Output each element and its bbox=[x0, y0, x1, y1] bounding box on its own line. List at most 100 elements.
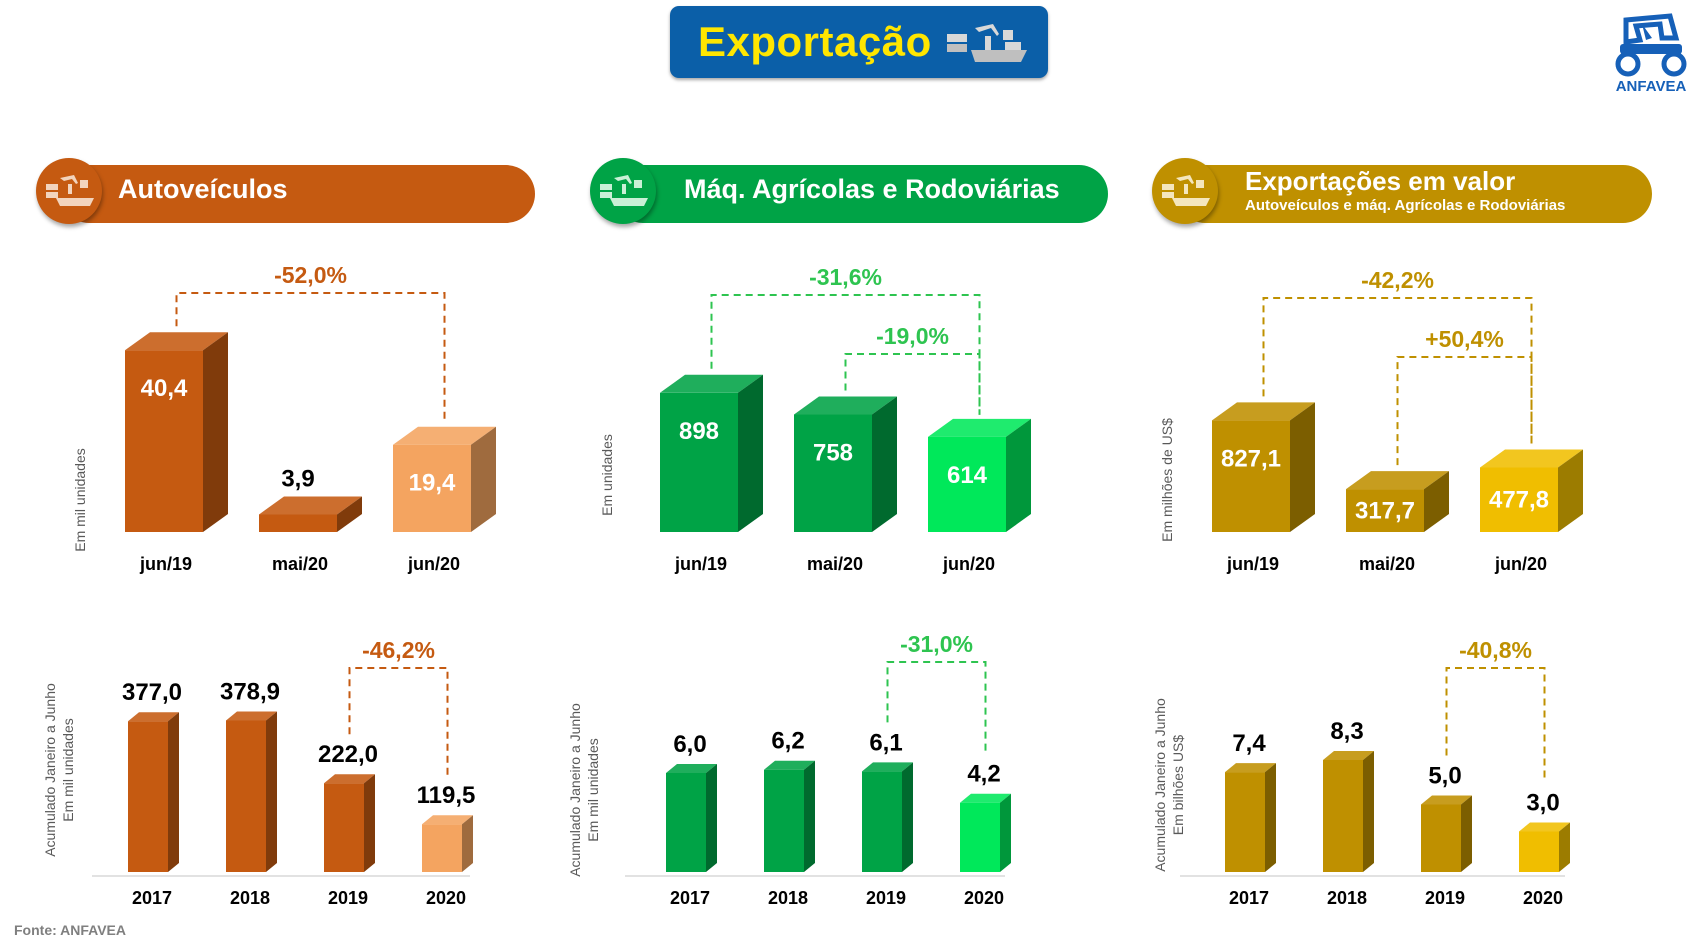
bar-side-face bbox=[1559, 822, 1570, 872]
x-tick-label: 2020 bbox=[964, 888, 1004, 908]
bar bbox=[1421, 804, 1461, 872]
bar bbox=[422, 824, 462, 872]
bar-top-face bbox=[1225, 763, 1276, 773]
banner-subtitle-exportacoes-valor: Autoveículos e máq. Agrícolas e Rodoviár… bbox=[1245, 197, 1566, 214]
banner-circle-maq-agricolas bbox=[590, 158, 656, 224]
data-label: 119,5 bbox=[417, 782, 476, 809]
bar-side-face bbox=[1265, 763, 1276, 872]
bar bbox=[794, 414, 872, 532]
change-label: -46,2% bbox=[362, 637, 435, 663]
bar-top-face bbox=[226, 711, 277, 721]
data-label: 377,0 bbox=[122, 679, 182, 706]
change-bracket bbox=[175, 292, 446, 421]
change-label: -40,8% bbox=[1459, 637, 1532, 663]
data-label: 7,4 bbox=[1232, 730, 1266, 757]
bar-side-face bbox=[168, 712, 179, 872]
bar bbox=[1480, 467, 1558, 532]
bar-side-face bbox=[1290, 402, 1315, 532]
change-bracket bbox=[348, 667, 449, 776]
banner-title-maq-agricolas: Máq. Agrícolas e Rodoviárias bbox=[684, 174, 1060, 204]
bar bbox=[128, 721, 168, 872]
data-label: 5,0 bbox=[1428, 763, 1461, 790]
data-label: 317,7 bbox=[1355, 498, 1415, 525]
anfavea-logo: ANFAVEA bbox=[1606, 8, 1696, 98]
data-label: 758 bbox=[813, 440, 853, 467]
bar-side-face bbox=[471, 426, 496, 532]
y-axis-label: Acumulado Janeiro a Junho bbox=[42, 683, 58, 857]
change-label: -31,0% bbox=[900, 631, 973, 657]
data-label: 6,1 bbox=[869, 729, 902, 756]
bar bbox=[764, 769, 804, 872]
data-label: 19,4 bbox=[409, 470, 456, 497]
y-axis-label: Em bilhões US$ bbox=[1170, 735, 1186, 836]
change-bracket bbox=[886, 661, 987, 754]
page-title-box: Exportação bbox=[670, 6, 1048, 78]
bar bbox=[393, 444, 471, 532]
y-axis-label: Em mil unidades bbox=[60, 718, 76, 822]
bar-top-face bbox=[1323, 750, 1374, 760]
bar bbox=[862, 771, 902, 872]
bar-top-face bbox=[862, 762, 913, 772]
bar-side-face bbox=[337, 496, 362, 532]
bar-side-face bbox=[1006, 418, 1031, 532]
bar bbox=[1323, 759, 1363, 872]
change-bracket bbox=[1445, 667, 1546, 783]
data-label: 4,2 bbox=[967, 761, 1000, 788]
bar bbox=[928, 436, 1006, 532]
bar-side-face bbox=[902, 762, 913, 872]
bar-top-face bbox=[125, 332, 228, 351]
x-tick-label: mai/20 bbox=[807, 554, 863, 574]
x-tick-label: 2020 bbox=[426, 888, 466, 908]
data-label: 477,8 bbox=[1489, 487, 1549, 514]
logo-text: ANFAVEA bbox=[1615, 78, 1687, 95]
banner-circle-autoveiculos bbox=[36, 158, 102, 224]
data-label: 40,4 bbox=[141, 375, 188, 402]
bar-top-face bbox=[1480, 449, 1583, 468]
y-axis-label: Em mil unidades bbox=[585, 738, 601, 842]
bar-side-face bbox=[1558, 449, 1583, 532]
data-label: 614 bbox=[947, 462, 988, 489]
y-axis-label: Acumulado Janeiro a Junho bbox=[567, 703, 583, 877]
x-tick-label: 2019 bbox=[866, 888, 906, 908]
x-tick-label: 2017 bbox=[132, 888, 172, 908]
change-label: -52,0% bbox=[274, 262, 347, 288]
change-bracket bbox=[1262, 297, 1533, 444]
y-axis-label: Em unidades bbox=[599, 434, 615, 516]
bar-top-face bbox=[1519, 822, 1570, 832]
export-ship-icon bbox=[1162, 175, 1210, 206]
page-title: Exportação bbox=[698, 18, 932, 65]
bar-side-face bbox=[203, 332, 228, 532]
bar-side-face bbox=[1000, 793, 1011, 872]
banner-title-autoveiculos: Autoveículos bbox=[118, 174, 288, 204]
x-tick-label: 2020 bbox=[1523, 888, 1563, 908]
bar-top-face bbox=[422, 815, 473, 825]
tractor-logo-icon bbox=[1615, 13, 1687, 77]
change-bracket bbox=[1396, 356, 1533, 466]
bar-top-face bbox=[666, 764, 717, 773]
export-ship-icon bbox=[46, 175, 94, 206]
data-label: 222,0 bbox=[318, 741, 378, 768]
y-axis-label: Em milhões de US$ bbox=[1159, 418, 1175, 542]
banner-title-exportacoes-valor: Exportações em valor bbox=[1245, 166, 1516, 196]
bar-top-face bbox=[128, 712, 179, 722]
x-tick-label: mai/20 bbox=[272, 554, 328, 574]
bar-side-face bbox=[462, 815, 473, 872]
x-tick-label: jun/20 bbox=[1494, 554, 1547, 574]
bar bbox=[259, 514, 337, 532]
data-label: 378,9 bbox=[220, 678, 280, 705]
change-label: +50,4% bbox=[1425, 326, 1504, 352]
bar bbox=[1346, 489, 1424, 532]
x-tick-label: jun/20 bbox=[942, 554, 995, 574]
bar-side-face bbox=[1424, 471, 1449, 532]
y-axis-label: Acumulado Janeiro a Junho bbox=[1152, 698, 1168, 872]
change-label: -19,0% bbox=[876, 323, 949, 349]
data-label: 3,9 bbox=[281, 465, 314, 492]
data-label: 3,0 bbox=[1526, 790, 1559, 817]
bar-side-face bbox=[872, 396, 897, 532]
bar-side-face bbox=[1363, 750, 1374, 872]
banner-circle-exportacoes-valor bbox=[1152, 158, 1218, 224]
data-label: 827,1 bbox=[1221, 445, 1281, 472]
banner-exportacoes-valor bbox=[1176, 165, 1652, 223]
